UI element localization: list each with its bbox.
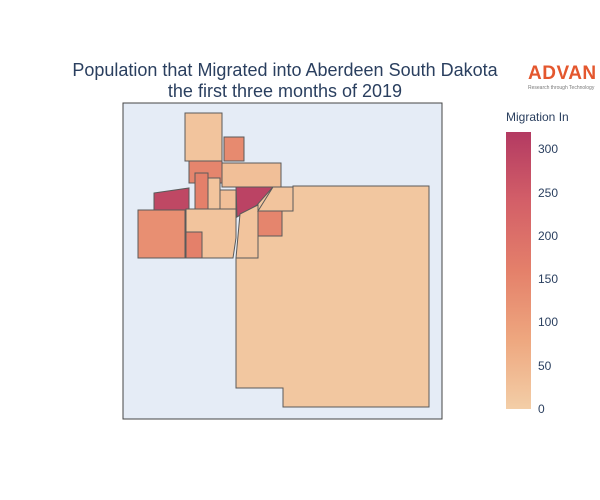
colorbar-tick: 200 xyxy=(538,228,559,243)
map-regions xyxy=(137,112,430,408)
colorbar-title: Migration In xyxy=(506,110,569,124)
tract-central-b[interactable] xyxy=(221,162,282,188)
logo-word: ADVAN xyxy=(528,63,597,84)
colorbar-tick: 100 xyxy=(538,315,559,330)
tract-south-narrow[interactable] xyxy=(185,231,203,259)
tract-east-small[interactable] xyxy=(257,210,283,237)
colorbar-tick: 0 xyxy=(538,402,545,416)
advan-logo: ADVAN Research through Technology xyxy=(528,64,600,92)
logo-tagline: Research through Technology xyxy=(528,85,595,91)
tract-north-right[interactable] xyxy=(223,136,245,162)
tract-southwest[interactable] xyxy=(137,209,186,259)
tract-central-d[interactable] xyxy=(207,177,221,213)
colorbar-tick: 50 xyxy=(538,358,552,373)
colorbar-tick: 150 xyxy=(538,272,559,287)
colorbar-tick: 300 xyxy=(538,142,559,157)
tract-east-mid[interactable] xyxy=(257,186,294,212)
tract-south-right[interactable] xyxy=(235,204,259,259)
title-line-2: the first three months of 2019 xyxy=(167,81,403,101)
title-line-1: Population that Migrated into Aberdeen S… xyxy=(72,60,498,80)
tract-central-c[interactable] xyxy=(194,172,209,211)
tract-south-middle[interactable] xyxy=(185,208,237,259)
tract-north-top[interactable] xyxy=(184,112,223,162)
colorbar xyxy=(506,132,531,409)
chart-title: Population that Migrated into Aberdeen S… xyxy=(20,60,550,102)
colorbar-tick: 250 xyxy=(538,185,559,200)
